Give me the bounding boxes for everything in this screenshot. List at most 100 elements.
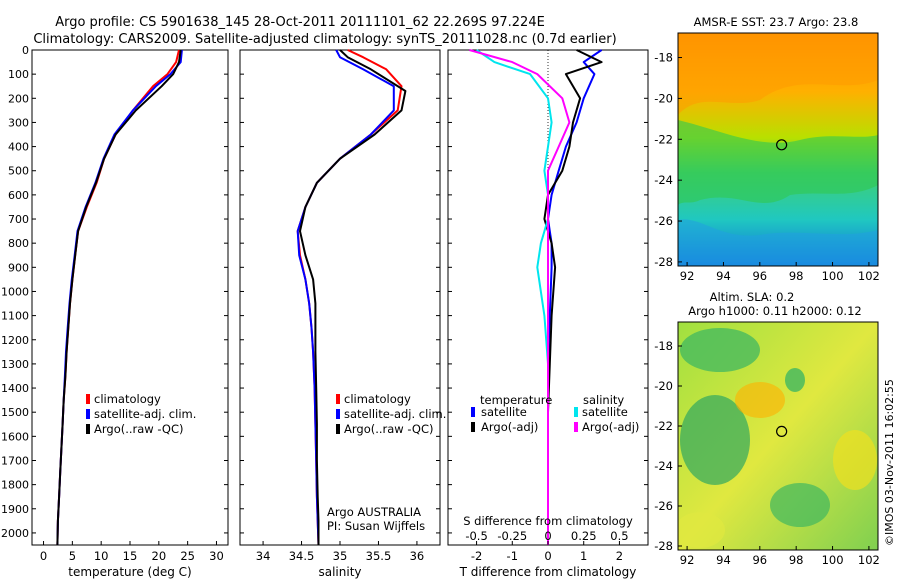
legend-group-temperature: temperature <box>480 393 552 407</box>
depth-tick-label: 1000 <box>1 285 29 298</box>
latitude-tick-label: -20 <box>654 379 673 393</box>
series-line-satellite <box>476 49 553 545</box>
legend-swatch-t-argo <box>471 422 475 432</box>
depth-tick-label: 1500 <box>1 406 29 419</box>
sla-high-anomaly <box>678 512 725 548</box>
depth-tick-label: 600 <box>8 189 29 202</box>
depth-tick-label: 1800 <box>1 479 29 492</box>
legend-label-satellite: satellite-adj. clim. <box>94 407 196 421</box>
longitude-tick-label: 96 <box>752 269 767 283</box>
latitude-tick-label: -26 <box>654 499 673 513</box>
temperature-tick-label: 5 <box>69 549 76 563</box>
s-difference-tick-label: 0 <box>544 529 551 543</box>
temperature-tick-label: 0 <box>40 549 47 563</box>
difference-legend: temperature salinity satellite Argo(-adj… <box>471 393 639 434</box>
depth-tick-label: 900 <box>8 261 29 274</box>
salinity-tick-label: 36 <box>410 549 425 563</box>
longitude-tick-label: 100 <box>822 269 844 283</box>
depth-tick-label: 1300 <box>1 358 29 371</box>
sst-map-frame <box>677 32 879 267</box>
annotation-argo-australia: Argo AUSTRALIA <box>327 505 421 519</box>
legend-label-argo: Argo(..raw -QC) <box>94 422 184 436</box>
legend-label-satellite: satellite-adj. clim. <box>344 407 446 421</box>
depth-tick-label: 200 <box>8 92 29 105</box>
salinity-legend: climatology satellite-adj. clim. Argo(..… <box>336 392 446 436</box>
figure-title-line2: Climatology: CARS2009. Satellite-adjuste… <box>33 32 616 47</box>
sst-map-yticks: -18 -20 -22 -24 -26 -28 <box>654 51 682 269</box>
latitude-tick-label: -18 <box>654 339 673 353</box>
legend-swatch-satellite <box>86 409 90 419</box>
sla-high-anomaly <box>833 430 877 490</box>
series-line-satellite-adj-clim <box>56 49 183 546</box>
salinity-xlabel: salinity <box>318 565 361 579</box>
series-line-satellite-adj-clim <box>296 49 395 546</box>
longitude-tick-label: 96 <box>752 553 767 567</box>
temperature-series <box>56 49 183 546</box>
longitude-tick-label: 102 <box>858 553 880 567</box>
longitude-tick-label: 98 <box>789 553 804 567</box>
longitude-tick-label: 102 <box>858 269 880 283</box>
s-difference-tick-label: 0.25 <box>571 529 597 543</box>
depth-tick-label: 1400 <box>1 382 29 395</box>
salinity-tick-label: 34.5 <box>289 549 315 563</box>
longitude-tick-label: 94 <box>716 269 731 283</box>
legend-label-climatology: climatology <box>344 392 411 406</box>
legend-group-salinity: salinity <box>583 393 624 407</box>
difference-panel: -2 -1 0 1 2 -0.5 -0.25 0 0.25 0.5 S difference f… <box>447 49 649 579</box>
legend-swatch-argo <box>86 424 90 434</box>
temperature-tick-label: 20 <box>152 549 167 563</box>
latitude-tick-label: -24 <box>654 173 673 187</box>
latitude-tick-label: -22 <box>654 132 673 146</box>
sla-low-anomaly <box>770 483 830 527</box>
sla-map-title-line1: Altim. SLA: 0.2 <box>710 290 795 304</box>
series-line-argo-raw-qc <box>299 49 407 545</box>
sla-map-frame <box>677 321 879 551</box>
latitude-tick-label: -18 <box>654 51 673 65</box>
latitude-tick-label: -22 <box>654 419 673 433</box>
legend-swatch-t-satellite <box>471 407 475 417</box>
s-difference-xlabel: S difference from climatology <box>463 514 633 528</box>
sst-map-title: AMSR-E SST: 23.7 Argo: 23.8 <box>694 15 859 29</box>
depth-tick-label: 800 <box>8 237 29 250</box>
depth-tick-label: 1200 <box>1 334 29 347</box>
longitude-tick-label: 100 <box>822 553 844 567</box>
salinity-tick-label: 35 <box>333 549 348 563</box>
series-line-argo-adj <box>469 49 571 545</box>
legend-label-argo: Argo(..raw -QC) <box>344 422 434 436</box>
legend-swatch-climatology <box>86 394 90 404</box>
depth-tick-label: 1100 <box>1 310 29 323</box>
depth-tick-label: 1700 <box>1 454 29 467</box>
difference-series <box>469 49 603 545</box>
depth-yticks: 0 100 200 300 400 500 600 700 800 900 1000 1100 1200… <box>1 44 228 540</box>
s-difference-tick-label: -0.25 <box>497 529 527 543</box>
legend-swatch-argo <box>336 424 340 434</box>
latitude-tick-label: -28 <box>654 255 673 269</box>
longitude-tick-label: 92 <box>680 269 695 283</box>
legend-swatch-climatology <box>336 394 340 404</box>
salinity-panel: 34 34.5 35 35.5 36 salinity climatology sate… <box>239 49 446 579</box>
depth-tick-label: 1900 <box>1 503 29 516</box>
legend-swatch-satellite <box>336 409 340 419</box>
depth-tick-label: 300 <box>8 116 29 129</box>
depth-tick-label: 100 <box>8 68 29 81</box>
t-difference-tick-label: 2 <box>616 549 623 563</box>
salinity-tick-label: 34 <box>256 549 271 563</box>
sst-map-xticks: 92 94 96 98 100 102 <box>680 262 880 283</box>
legend-label-s-argo: Argo(-adj) <box>582 420 639 434</box>
latitude-tick-label: -26 <box>654 214 673 228</box>
s-difference-xticks: -0.5 -0.25 0 0.25 0.5 <box>465 529 628 543</box>
depth-tick-label: 400 <box>8 141 29 154</box>
annotation-pi: PI: Susan Wijffels <box>327 519 425 533</box>
t-difference-tick-label: 0 <box>544 549 551 563</box>
t-difference-xticks: -2 -1 0 1 2 <box>471 541 623 563</box>
t-difference-xlabel: T difference from climatology <box>459 565 637 579</box>
series-line-climatology <box>56 49 180 546</box>
latitude-tick-label: -20 <box>654 91 673 105</box>
sla-map-xticks: 92 94 96 98 100 102 <box>680 546 880 567</box>
s-difference-tick-label: -0.5 <box>465 529 487 543</box>
imos-timestamp: ©IMOS 03-Nov-2011 16:02:55 <box>883 379 896 546</box>
sst-cool-patch <box>678 219 878 266</box>
sla-low-anomaly <box>680 395 750 485</box>
sla-low-anomaly <box>785 368 805 392</box>
temperature-xlabel: temperature (deg C) <box>68 565 191 579</box>
